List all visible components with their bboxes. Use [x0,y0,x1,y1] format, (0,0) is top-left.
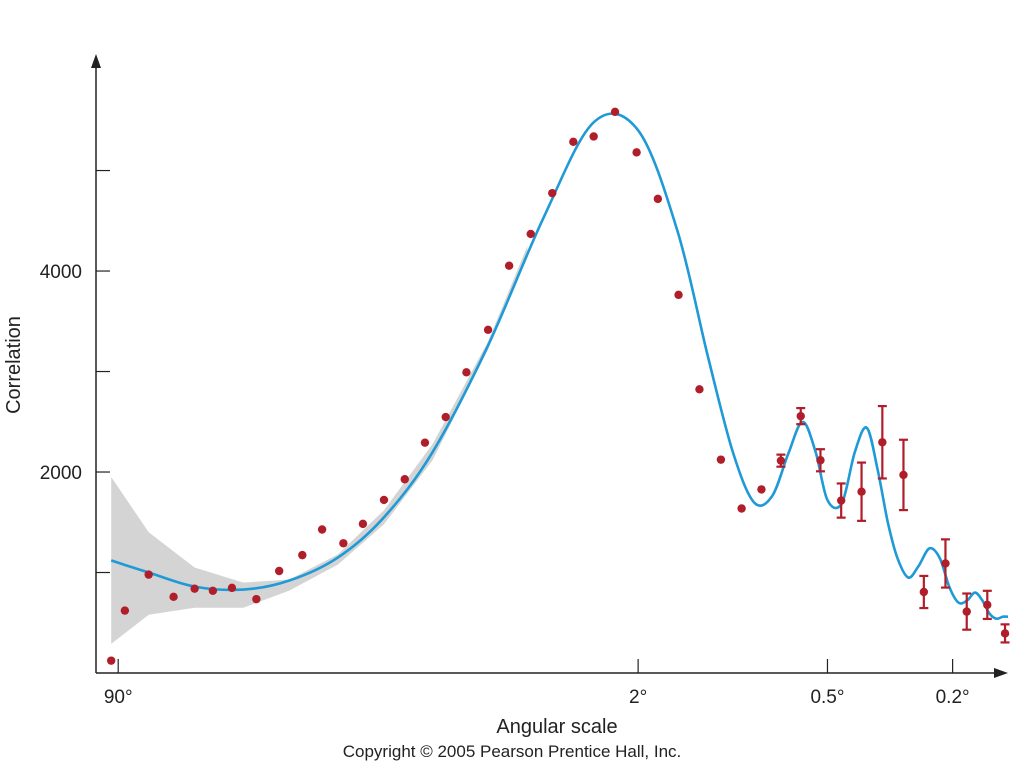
data-point [227,583,237,593]
data-point [120,606,130,615]
x-tick-label: 90° [104,687,133,708]
data-point [716,455,726,464]
y-axis-arrow [91,54,101,68]
data-point [632,148,641,157]
data-point [610,107,620,117]
data-point [796,411,805,421]
data-point [962,607,971,616]
data-point [776,456,786,465]
data-point [144,570,153,579]
y-axis-title: Correlation [3,316,25,414]
axes [91,54,1008,678]
data-point [1000,629,1010,638]
data-point [526,229,535,239]
data-point [919,587,929,597]
x-tick-label: 0.2° [936,687,970,708]
data-point [400,475,409,484]
data-point [737,504,746,513]
data-point [589,132,598,141]
data-point [462,368,471,377]
data-point [274,566,284,576]
tick-labels: 2000 4000 90° 2° 0.5° 0.2° [40,262,970,708]
data-point [816,456,825,465]
data-point [298,550,307,560]
data-point [983,600,992,610]
data-point [208,586,218,595]
data-point [504,261,514,270]
data-point [548,188,557,198]
data-point [941,559,950,568]
data-point [317,525,327,534]
uncertainty-band [111,245,528,644]
data-point [169,592,178,602]
data-point [420,438,430,447]
data-point [695,385,704,394]
data-point [339,539,348,548]
x-axis-title: Angular scale [496,716,617,738]
data-point [569,137,578,147]
x-tick-label: 2° [629,687,647,708]
data-point [857,487,866,496]
data-point [836,496,846,505]
x-tick-label: 0.5° [810,687,844,708]
fit-curve [110,112,1009,621]
data-points-layer [106,107,1010,665]
data-point [653,194,663,204]
uncertainty-band-layer [111,245,528,644]
data-point [878,438,887,447]
data-point [358,519,368,529]
data-point [441,412,450,422]
data-point [757,485,766,494]
data-point [190,584,199,593]
data-point [106,656,116,665]
y-tick-label: 4000 [40,262,82,283]
data-point [483,325,493,335]
y-tick-label: 2000 [40,463,82,484]
fit-curve-layer [110,112,1009,621]
data-point [674,290,683,300]
copyright-notice: Copyright © 2005 Pearson Prentice Hall, … [342,742,682,761]
x-axis-arrow [994,668,1008,678]
data-point [252,594,261,604]
data-point [379,495,389,505]
data-point [899,470,908,480]
